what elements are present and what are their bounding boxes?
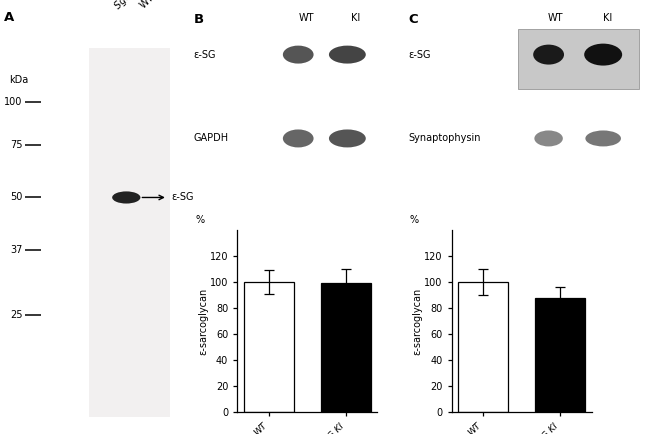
Text: 50: 50 xyxy=(10,192,23,203)
Text: ε-SG: ε-SG xyxy=(409,49,431,59)
Text: ε-SG: ε-SG xyxy=(172,192,194,203)
Bar xyxy=(535,298,585,412)
Text: B: B xyxy=(194,13,204,26)
Text: ε-SG: ε-SG xyxy=(194,49,216,59)
Text: Sgce KO: Sgce KO xyxy=(113,0,149,11)
Text: WT: WT xyxy=(138,0,155,11)
Text: 75: 75 xyxy=(10,140,23,151)
Text: A: A xyxy=(4,11,14,24)
Ellipse shape xyxy=(584,43,622,66)
Text: KI: KI xyxy=(603,13,612,23)
Ellipse shape xyxy=(283,129,313,148)
Text: KI: KI xyxy=(351,13,360,23)
Ellipse shape xyxy=(112,191,140,204)
Bar xyxy=(88,48,170,417)
Text: C: C xyxy=(409,13,418,26)
Y-axis label: ε-sarcoglycan: ε-sarcoglycan xyxy=(413,288,423,355)
Ellipse shape xyxy=(329,46,366,63)
Ellipse shape xyxy=(534,131,563,146)
Ellipse shape xyxy=(329,129,366,148)
Text: GAPDH: GAPDH xyxy=(194,133,229,144)
Text: WT: WT xyxy=(298,13,314,23)
Text: %: % xyxy=(410,214,419,224)
Y-axis label: ε-sarcoglycan: ε-sarcoglycan xyxy=(198,288,209,355)
Text: Synaptophysin: Synaptophysin xyxy=(409,133,481,144)
Text: %: % xyxy=(195,214,205,224)
Text: 25: 25 xyxy=(10,309,23,320)
Text: 100: 100 xyxy=(5,97,23,107)
Ellipse shape xyxy=(283,46,313,63)
Text: kDa: kDa xyxy=(9,75,29,85)
Ellipse shape xyxy=(586,131,621,146)
Bar xyxy=(244,282,294,412)
Bar xyxy=(458,282,508,412)
Text: 37: 37 xyxy=(10,244,23,255)
Ellipse shape xyxy=(533,45,564,65)
Bar xyxy=(320,283,370,412)
Bar xyxy=(518,29,639,89)
Text: WT: WT xyxy=(548,13,564,23)
